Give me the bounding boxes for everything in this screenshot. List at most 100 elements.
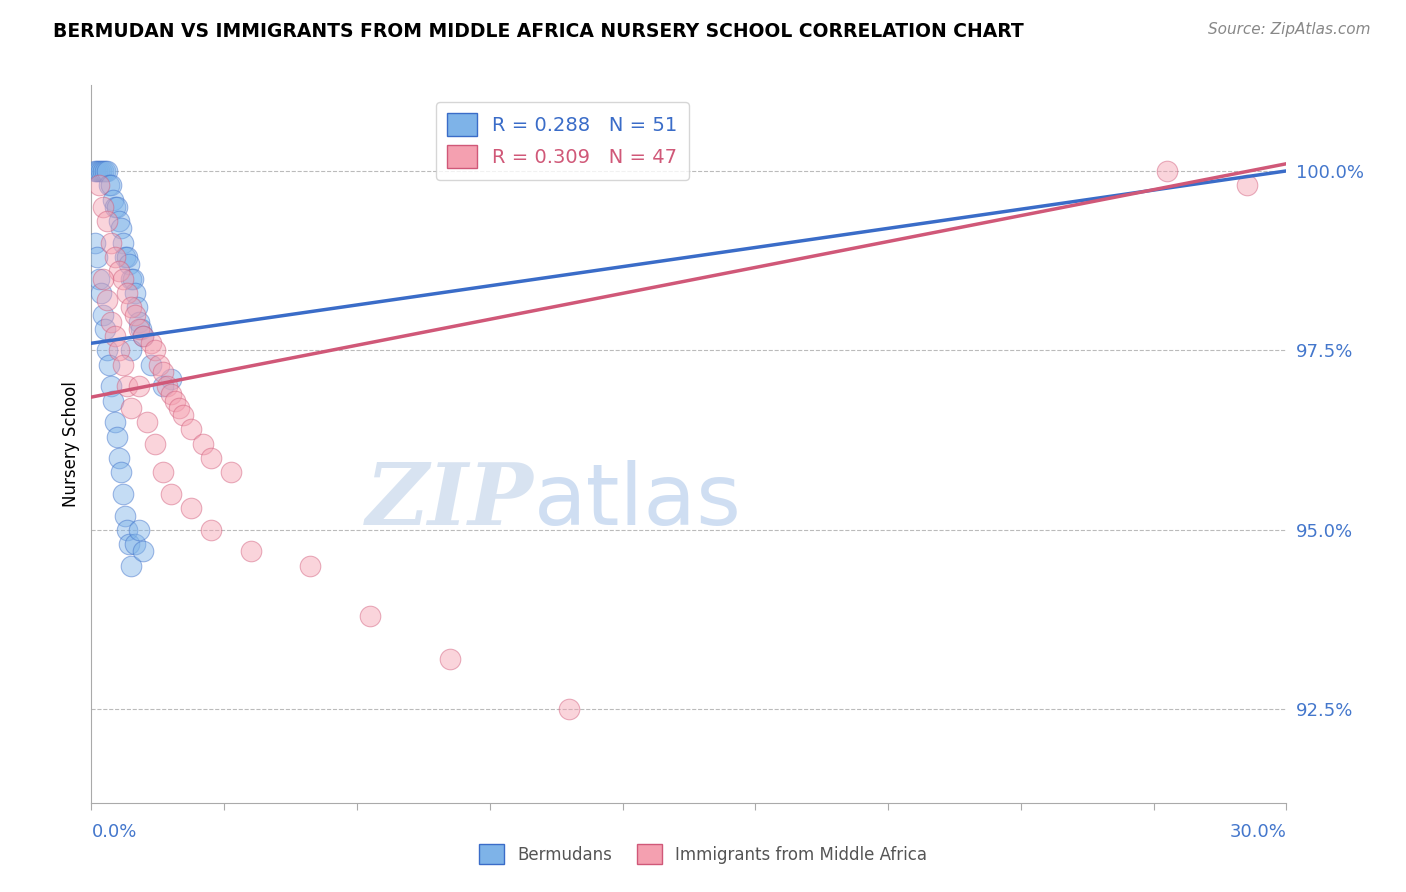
Point [200,523,222,537]
Point [136,415,159,429]
Point [152,466,174,480]
Point [112,271,135,285]
Point [93,308,114,322]
Point [103,393,125,408]
Point [180,501,202,516]
Point [108,214,131,228]
Point [124,308,146,322]
Point [108,343,131,358]
Point [163,393,186,408]
Point [152,379,174,393]
Point [558,702,581,716]
Point [128,523,150,537]
Point [104,415,127,429]
Point [160,386,183,401]
Point [128,322,150,336]
Y-axis label: Nursery School: Nursery School [62,381,80,507]
Point [110,466,132,480]
Point [94,164,117,178]
Point [115,285,138,300]
Point [90,164,112,178]
Point [100,315,122,329]
Point [90,285,112,300]
Point [104,250,127,264]
Point [86,164,108,178]
Point [104,200,127,214]
Point [96,293,118,308]
Point [115,523,138,537]
Point [128,315,150,329]
Point [114,250,136,264]
Point [132,329,155,343]
Point [96,343,118,358]
Point [105,200,128,214]
Point [115,250,138,264]
Point [132,544,155,558]
Point [93,164,114,178]
Point [100,235,122,250]
Point [86,250,108,264]
Point [104,329,127,343]
Point [100,379,122,393]
Point [84,164,107,178]
Point [239,544,262,558]
Point [112,487,135,501]
Point [110,221,132,235]
Point [129,322,152,336]
Point [112,358,135,372]
Legend: R = 0.288   N = 51, R = 0.309   N = 47: R = 0.288 N = 51, R = 0.309 N = 47 [436,102,689,179]
Legend: Bermudans, Immigrants from Middle Africa: Bermudans, Immigrants from Middle Africa [472,838,934,871]
Point [118,537,141,551]
Point [103,193,125,207]
Point [96,164,118,178]
Point [359,609,381,624]
Point [132,329,155,343]
Point [122,271,145,285]
Point [143,437,166,451]
Point [93,271,114,285]
Point [1156,164,1178,178]
Point [200,451,222,466]
Point [143,343,166,358]
Point [94,322,117,336]
Point [96,214,118,228]
Point [118,257,141,271]
Point [191,437,214,451]
Point [98,178,121,193]
Point [89,164,111,178]
Point [120,343,142,358]
Point [167,401,190,415]
Point [120,401,142,415]
Point [141,358,162,372]
Point [128,379,150,393]
Point [299,558,322,573]
Text: atlas: atlas [534,459,741,542]
Point [156,379,179,393]
Point [84,235,107,250]
Point [152,365,174,379]
Point [1236,178,1258,193]
Point [108,451,131,466]
Point [127,301,149,315]
Point [98,358,121,372]
Point [439,652,461,666]
Text: ZIP: ZIP [366,459,534,543]
Point [93,200,114,214]
Point [141,336,162,351]
Point [160,372,183,386]
Text: 0.0%: 0.0% [91,823,136,841]
Point [160,487,183,501]
Point [108,264,131,278]
Point [120,271,142,285]
Point [180,422,202,436]
Point [124,285,146,300]
Point [89,178,111,193]
Text: BERMUDAN VS IMMIGRANTS FROM MIDDLE AFRICA NURSERY SCHOOL CORRELATION CHART: BERMUDAN VS IMMIGRANTS FROM MIDDLE AFRIC… [53,22,1024,41]
Point [148,358,170,372]
Point [172,408,194,422]
Point [115,379,138,393]
Text: Source: ZipAtlas.com: Source: ZipAtlas.com [1208,22,1371,37]
Point [89,271,111,285]
Point [219,466,242,480]
Point [105,429,128,443]
